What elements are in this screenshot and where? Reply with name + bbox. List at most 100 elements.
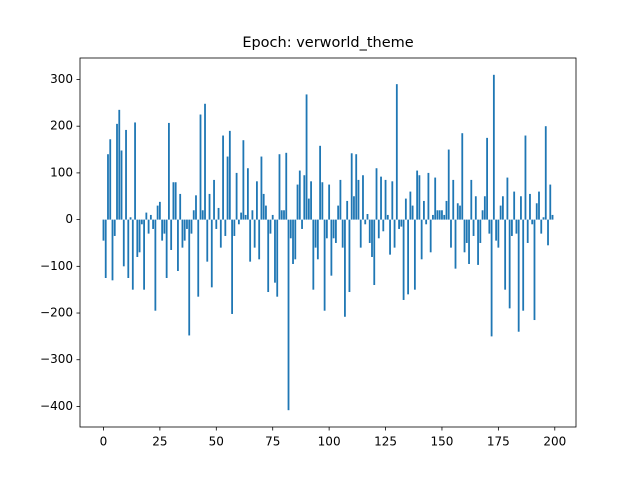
bar	[278, 154, 281, 220]
bar	[192, 210, 195, 220]
bar	[540, 219, 543, 234]
bar	[359, 219, 362, 248]
bar	[116, 123, 118, 220]
bar	[389, 219, 391, 255]
bar	[145, 212, 148, 220]
bar	[427, 172, 430, 220]
bar	[411, 205, 414, 220]
bar	[432, 214, 434, 220]
bar	[172, 182, 175, 220]
bar	[445, 200, 448, 220]
bar	[298, 170, 301, 220]
bar	[161, 219, 164, 241]
bar	[307, 198, 310, 220]
bar	[438, 210, 441, 220]
bar	[226, 156, 229, 220]
bar	[274, 219, 276, 283]
y-tick-label: 200	[50, 119, 73, 133]
bar	[465, 219, 468, 243]
bar	[240, 212, 243, 220]
bar	[152, 219, 155, 229]
bar	[107, 154, 109, 220]
bar	[495, 219, 498, 241]
bar	[321, 182, 324, 220]
bar	[434, 177, 437, 220]
bar	[118, 109, 121, 220]
bar	[353, 196, 355, 220]
bar	[459, 205, 461, 220]
bar	[102, 219, 105, 241]
bar	[149, 214, 152, 220]
x-tick-label: 125	[374, 435, 397, 449]
bar	[276, 219, 279, 297]
bar	[506, 177, 509, 220]
bar	[472, 219, 475, 236]
bar	[197, 219, 200, 297]
bar	[443, 214, 446, 220]
bar	[186, 219, 188, 229]
bar	[461, 133, 464, 220]
bar	[538, 191, 540, 220]
bar	[246, 168, 249, 220]
x-tick-label: 175	[487, 435, 510, 449]
bar	[158, 201, 161, 220]
bar	[551, 214, 554, 220]
bar	[219, 219, 222, 248]
bar	[271, 214, 274, 220]
bar	[549, 184, 552, 220]
bar	[328, 184, 331, 220]
bar	[542, 217, 545, 220]
bar	[533, 219, 536, 321]
bar	[154, 219, 157, 311]
bar	[134, 122, 136, 220]
bar	[217, 207, 220, 220]
bar	[535, 203, 538, 220]
bar	[183, 219, 186, 241]
bar	[332, 219, 335, 239]
bar	[136, 219, 139, 257]
bar	[520, 196, 522, 220]
bar	[398, 219, 400, 229]
bar	[463, 219, 466, 253]
bar	[515, 219, 518, 234]
bar	[206, 219, 209, 262]
bar	[499, 205, 502, 220]
bar	[168, 122, 170, 220]
bar	[368, 219, 371, 243]
axes-frame	[79, 57, 577, 428]
bar	[174, 182, 177, 220]
bar	[497, 219, 500, 248]
bar	[163, 219, 166, 234]
bar	[287, 219, 290, 411]
bar	[400, 219, 403, 227]
bar	[511, 219, 513, 236]
bar	[490, 219, 493, 337]
y-tick-label: −400	[40, 399, 73, 413]
bar	[517, 219, 520, 332]
bar	[265, 205, 267, 220]
bar	[120, 150, 123, 220]
bar	[156, 205, 159, 220]
bar	[547, 219, 549, 246]
bar	[339, 179, 342, 220]
bar	[251, 210, 254, 220]
bar	[452, 179, 455, 220]
bar	[456, 203, 459, 220]
bar	[488, 219, 491, 234]
bar	[362, 175, 364, 220]
bar	[377, 219, 380, 239]
bar	[305, 94, 308, 220]
bar	[477, 219, 479, 265]
bar	[413, 219, 416, 290]
bar	[208, 193, 211, 220]
bar	[386, 214, 389, 220]
y-tick-label: 0	[65, 212, 73, 226]
bar	[395, 84, 398, 220]
bar	[409, 191, 412, 220]
bar	[294, 219, 297, 260]
bar	[423, 200, 425, 220]
bar	[441, 210, 443, 220]
y-tick-label: 100	[50, 165, 73, 179]
x-tick-label: 150	[431, 435, 454, 449]
bar	[253, 219, 256, 248]
